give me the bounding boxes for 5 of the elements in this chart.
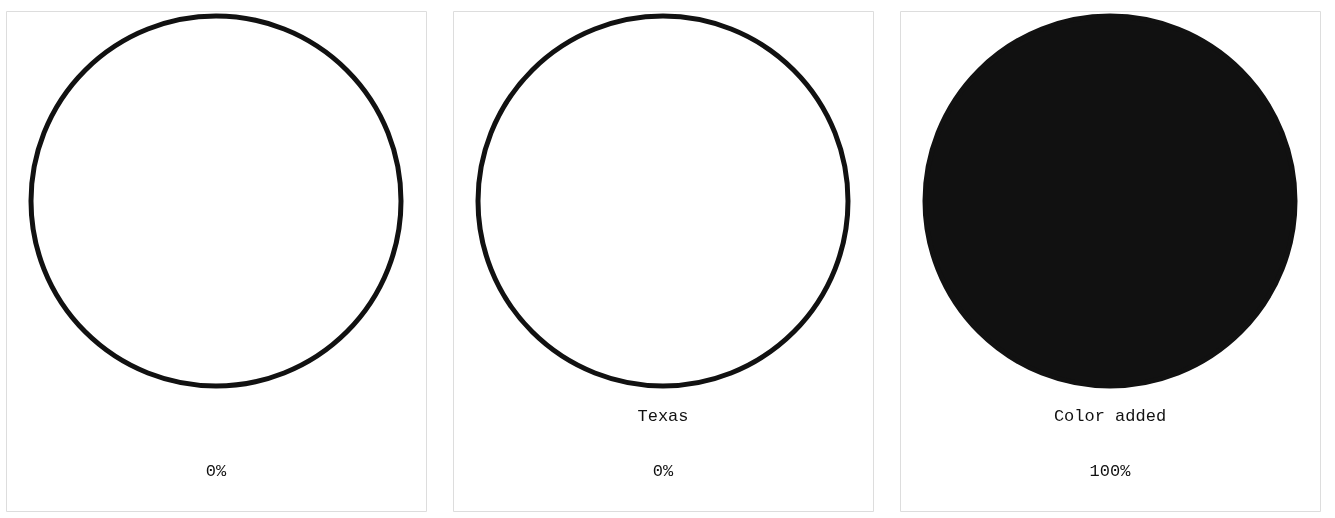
text: Color added — [1053, 407, 1167, 426]
data-label: 100% — [1089, 462, 1132, 481]
text: 0% — [652, 462, 674, 481]
text: Texas — [637, 407, 689, 426]
text: 0% — [205, 462, 227, 481]
